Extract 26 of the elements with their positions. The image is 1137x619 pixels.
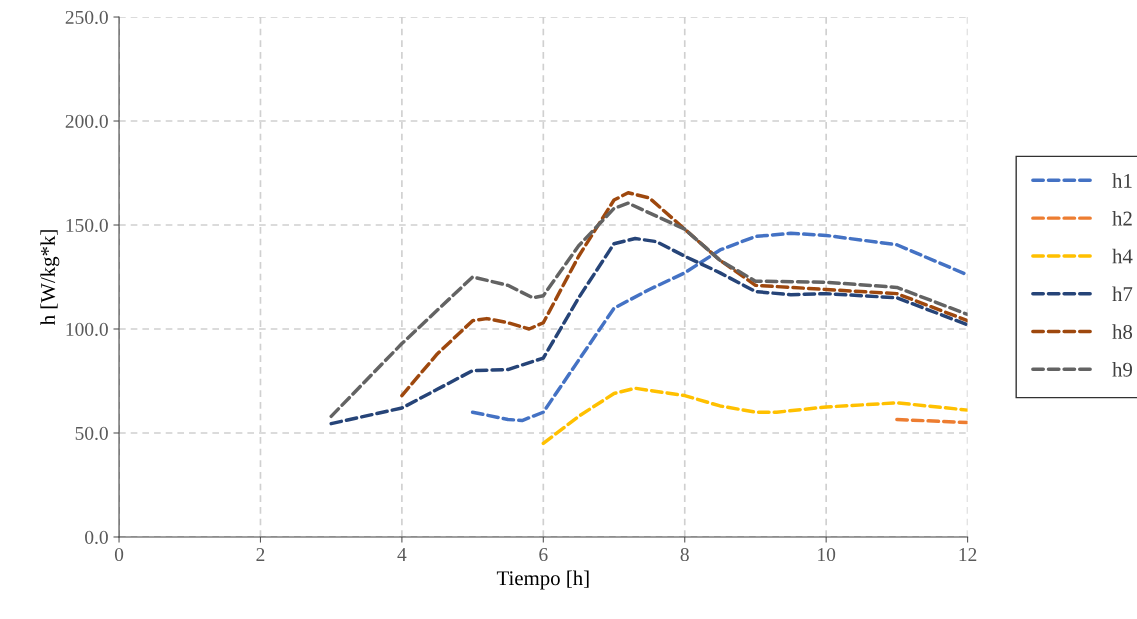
- line-series: [329, 201, 968, 419]
- legend-label: h2: [1112, 210, 1132, 226]
- x-tick-label: 12: [959, 548, 977, 561]
- x-tick-label: 6: [539, 548, 548, 562]
- y-tick-label: 50.0: [75, 426, 108, 441]
- x-tick-label: 2: [256, 548, 265, 561]
- line-series: [470, 231, 968, 423]
- y-tick-label: 200.0: [65, 114, 108, 129]
- legend-label: h4: [1112, 248, 1133, 264]
- legend-label: h1: [1112, 173, 1132, 188]
- x-tick-label: 8: [680, 547, 689, 562]
- line-series: [329, 236, 968, 426]
- x-tick-label: 0: [114, 547, 124, 562]
- legend-label: h7: [1112, 286, 1133, 301]
- legend-label: h8: [1112, 324, 1133, 339]
- line-series: [541, 386, 968, 446]
- y-tick-label: 0.0: [85, 530, 108, 545]
- legend-label: h9: [1112, 362, 1132, 377]
- line-series: [400, 191, 968, 398]
- y-axis-title: h [W/kg*k]: [40, 230, 60, 326]
- y-tick-label: 100.0: [66, 322, 108, 337]
- y-tick-label: 250.0: [65, 10, 108, 25]
- x-tick-label: 4: [397, 548, 407, 561]
- x-tick-label: 10: [818, 547, 836, 562]
- y-tick-label: 150.0: [66, 218, 108, 233]
- x-axis-title: Tiempo [h]: [496, 570, 589, 590]
